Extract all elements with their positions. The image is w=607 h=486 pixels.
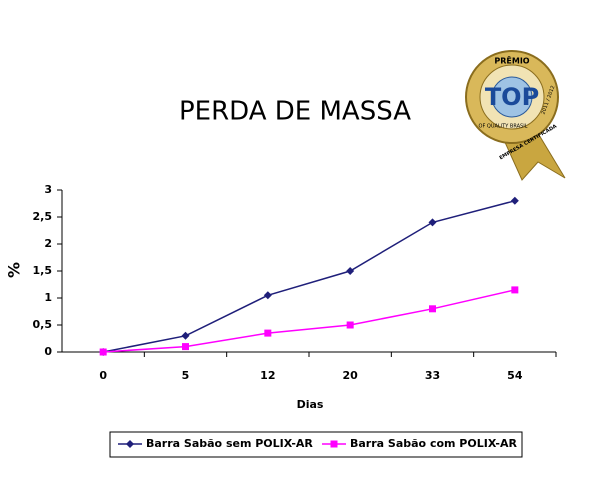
y-tick-label: 2,5 [33,210,53,223]
y-tick-label: 0 [44,345,52,358]
badge-ring-text: OF QUALITY BRASIL [479,124,528,130]
data-point [428,218,437,227]
x-tick-label: 0 [99,369,107,382]
y-tick-label: 2 [44,237,52,250]
x-tick-label: 54 [507,369,523,382]
legend-marker [126,440,134,448]
data-point [510,196,519,205]
data-point [263,291,272,300]
series-line [103,289,516,353]
badge: PRÊMIO TOP OF QUALITY BRASIL 2011 / 2012… [465,50,566,181]
y-tick-label: 3 [44,183,52,196]
badge-globe [491,76,533,118]
badge-center-text: TOP [485,83,539,111]
x-tick-label: 33 [425,369,440,382]
legend-label: Barra Sabão sem POLIX-AR [146,437,313,450]
y-tick-label: 1 [44,291,52,304]
x-axis-label: Dias [297,398,324,411]
legend-box [109,431,523,458]
data-point [429,305,436,313]
data-point [346,321,354,329]
legend-label: Barra Sabão com POLIX-AR [350,437,517,450]
legend-marker [330,440,338,448]
data-point [181,331,190,340]
x-tick-label: 12 [260,369,275,382]
series-line [103,200,516,353]
y-tick-label: 0,5 [33,318,53,331]
data-point [264,329,272,337]
chart-title: PERDA DE MASSA [179,97,411,127]
x-tick-label: 20 [343,369,359,382]
y-axis-label: % [5,262,24,278]
data-point [346,267,355,275]
y-tick-label: 1,5 [33,264,53,277]
data-point [511,286,519,294]
data-point [99,348,107,356]
badge-top-text: PRÊMIO [494,55,529,66]
data-point [182,343,189,351]
x-tick-label: 5 [182,369,190,382]
